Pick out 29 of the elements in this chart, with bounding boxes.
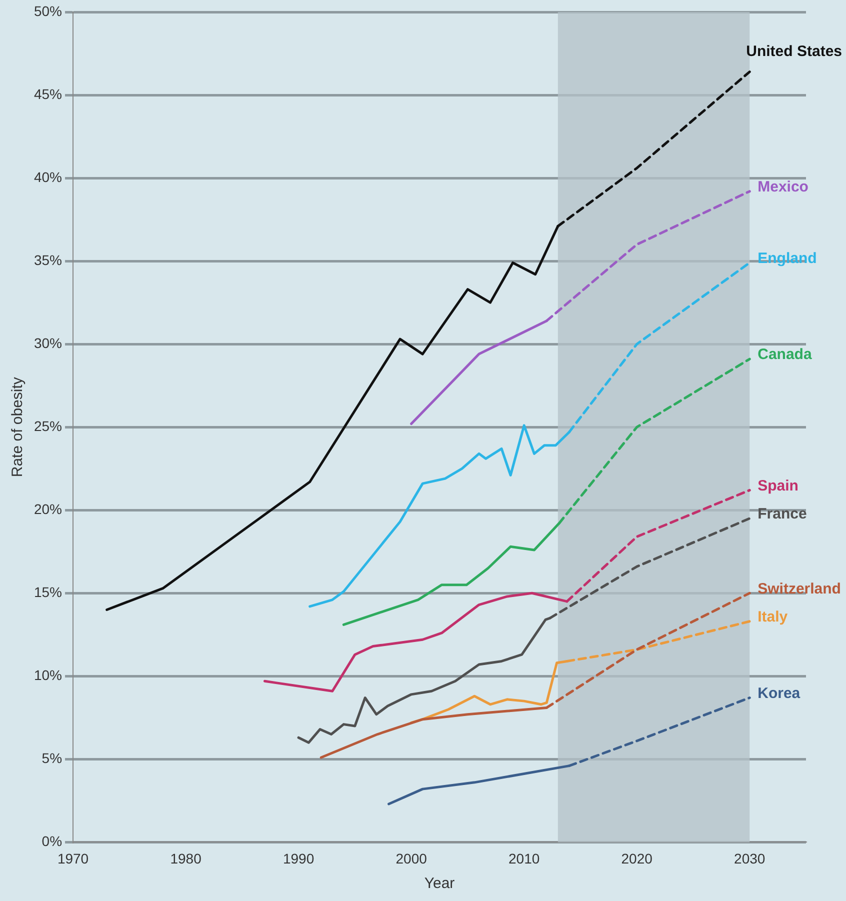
x-tick-label: 1980 [170, 850, 202, 866]
series-label: Canada [758, 346, 812, 364]
series-label: Spain [758, 477, 798, 494]
y-tick-label: 35% [34, 252, 62, 268]
series-label: Switzerland [758, 580, 841, 598]
x-axis-title: Year [424, 875, 455, 892]
x-tick-label: 2000 [396, 850, 428, 866]
x-tick-label: 2020 [621, 850, 653, 866]
y-tick-label: 25% [34, 418, 62, 434]
series-label: Mexico [758, 178, 808, 196]
series-label: England [758, 250, 817, 267]
y-tick-label: 40% [34, 168, 62, 185]
y-tick-label: 15% [34, 584, 62, 600]
y-tick-label: 0% [42, 833, 62, 850]
x-tick-label: 2010 [508, 850, 540, 866]
series-label: United States [746, 42, 842, 60]
y-tick-label: 10% [34, 667, 62, 684]
y-tick-label: 20% [34, 500, 62, 517]
y-tick-label: 45% [34, 86, 62, 102]
series-label: Italy [758, 608, 788, 626]
series-label: France [758, 506, 807, 523]
y-axis-title: Rate of obesity [9, 376, 26, 478]
x-tick-label: 2030 [734, 850, 766, 866]
x-tick-label: 1990 [282, 850, 314, 866]
x-tick-label: 1970 [57, 850, 89, 866]
series-label: Korea [758, 684, 801, 702]
y-tick-label: 5% [42, 750, 62, 766]
y-tick-label: 50% [34, 2, 62, 19]
y-tick-label: 30% [34, 334, 62, 351]
